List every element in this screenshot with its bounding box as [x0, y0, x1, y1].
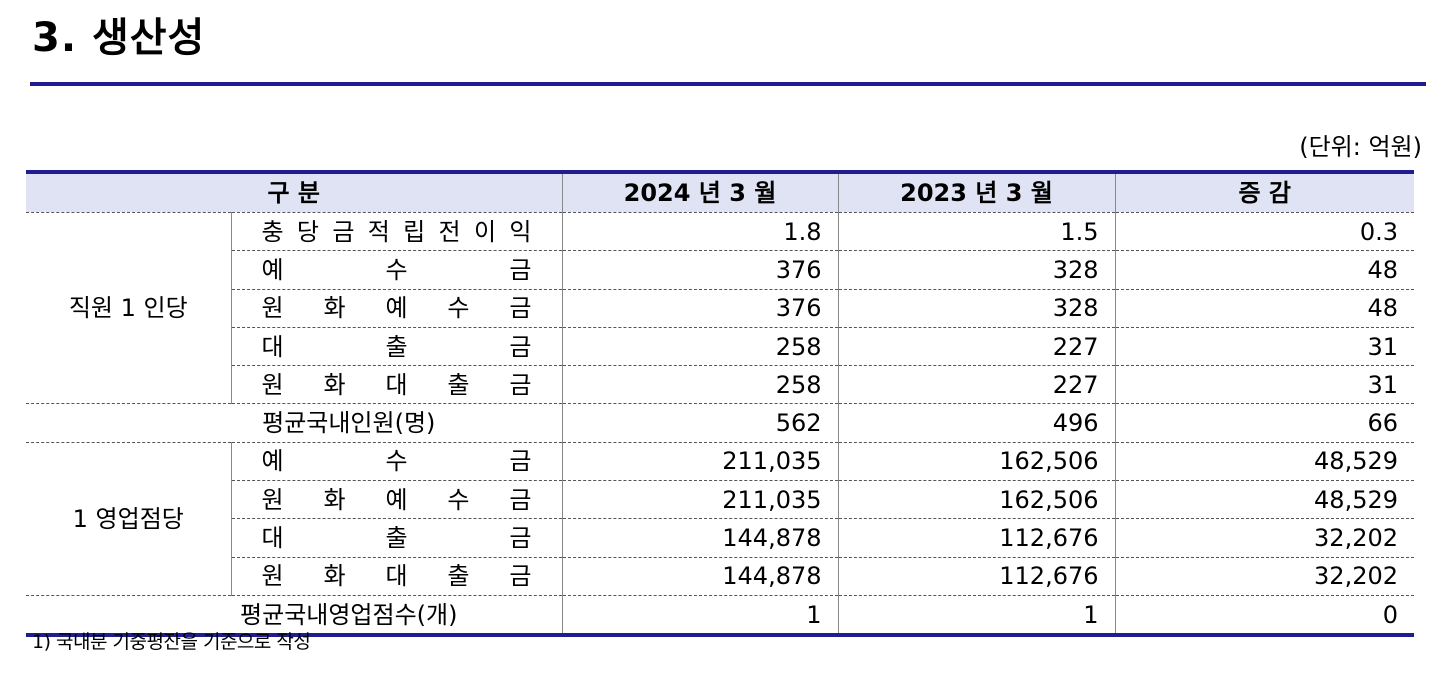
value-2024: 376 — [562, 289, 839, 328]
avg-branches-label: 평균국내영업점수(개) — [26, 595, 563, 638]
value-change: 48 — [1115, 289, 1415, 328]
value-2023: 162,506 — [838, 442, 1116, 482]
value-2024: 211,035 — [562, 480, 839, 520]
value-change: 48,529 — [1115, 442, 1415, 482]
value-2024: 1 — [562, 595, 839, 638]
value-2024: 1.8 — [562, 212, 839, 252]
value-2023: 162,506 — [838, 480, 1116, 520]
value-change: 48,529 — [1115, 480, 1415, 520]
value-change: 0.3 — [1115, 212, 1415, 252]
header-2024: 2024 년 3 월 — [562, 170, 839, 213]
value-change: 0 — [1115, 595, 1415, 638]
value-2024: 258 — [562, 327, 839, 367]
footnote: 1) 국내분 기중평잔을 기준으로 작성 — [32, 631, 311, 653]
value-2023: 328 — [838, 289, 1116, 328]
value-2024: 211,035 — [562, 442, 839, 482]
table-row-avg-branches: 평균국내영업점수(개) 1 1 0 — [26, 595, 1415, 638]
value-2024: 144,878 — [562, 557, 839, 596]
header-category: 구 분 — [26, 170, 563, 213]
page-title: 3. 생산성 — [32, 15, 206, 61]
value-2023: 227 — [838, 365, 1116, 405]
value-2023: 328 — [838, 250, 1116, 290]
table-row-avg-staff: 평균국내인원(명) 562 496 66 — [26, 403, 1415, 443]
value-2024: 562 — [562, 403, 839, 443]
header-2023: 2023 년 3 월 — [838, 170, 1116, 213]
unit-label: (단위: 억원) — [1299, 133, 1422, 161]
header-change: 증 감 — [1115, 170, 1415, 213]
group-label-per-employee: 직원 1 인당 — [26, 212, 232, 405]
value-2023: 227 — [838, 327, 1116, 367]
value-2023: 1 — [838, 595, 1116, 638]
value-change: 32,202 — [1115, 557, 1415, 596]
avg-staff-label: 평균국내인원(명) — [26, 403, 563, 443]
value-2023: 496 — [838, 403, 1116, 443]
value-2023: 112,676 — [838, 518, 1116, 558]
value-change: 32,202 — [1115, 518, 1415, 558]
value-change: 48 — [1115, 250, 1415, 290]
value-2024: 376 — [562, 250, 839, 290]
value-2024: 144,878 — [562, 518, 839, 558]
table-header-row: 구 분 2024 년 3 월 2023 년 3 월 증 감 — [26, 170, 1415, 213]
value-2023: 112,676 — [838, 557, 1116, 596]
value-2023: 1.5 — [838, 212, 1116, 252]
value-change: 31 — [1115, 365, 1415, 405]
value-change: 66 — [1115, 403, 1415, 443]
group-label-per-branch: 1 영업점당 — [26, 442, 232, 596]
value-2024: 258 — [562, 365, 839, 405]
value-change: 31 — [1115, 327, 1415, 367]
title-divider — [30, 82, 1426, 86]
